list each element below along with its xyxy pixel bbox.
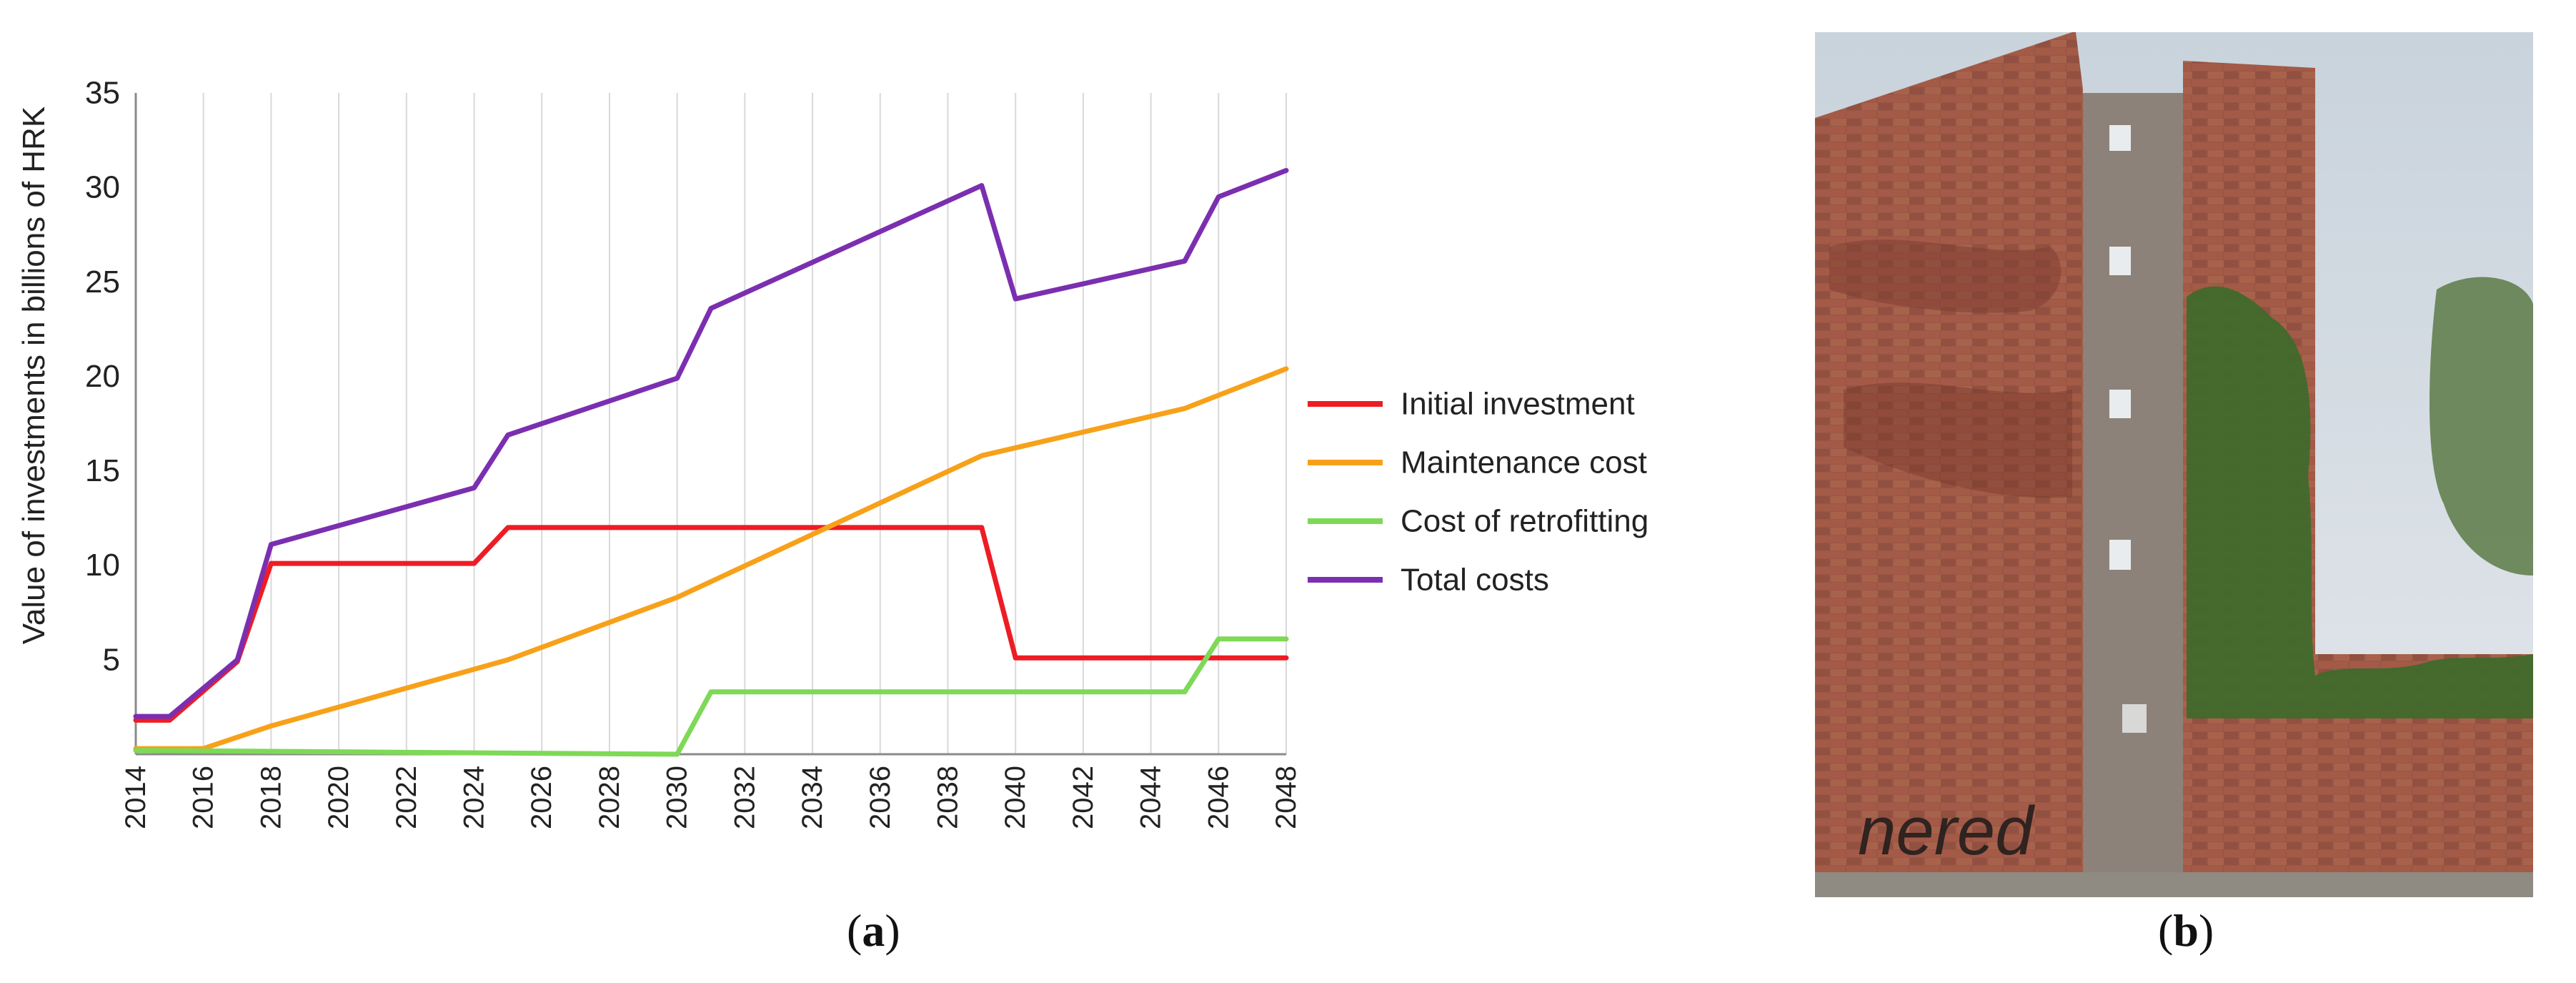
- y-axis-label: Value of investments in billions of HRK: [16, 107, 51, 644]
- x-tick-label: 2030: [662, 766, 693, 829]
- stucco-column: [2083, 93, 2183, 897]
- y-tick-label: 15: [85, 453, 120, 488]
- series-line-cost-of-retrofitting: [133, 636, 1289, 757]
- ac-unit: [2122, 704, 2147, 733]
- window: [2109, 540, 2131, 570]
- x-tick-label: 2032: [729, 766, 760, 829]
- window: [2109, 125, 2131, 151]
- x-tick-label: 2044: [1135, 766, 1167, 829]
- x-tick-label: 2028: [594, 766, 625, 829]
- y-tick-label: 35: [85, 76, 120, 111]
- series-line-maintenance-cost: [133, 366, 1289, 751]
- x-tick-label: 2026: [526, 766, 557, 829]
- legend-label-maintenance-cost: Maintenance cost: [1401, 445, 1647, 480]
- dried-ivy: [1844, 382, 2072, 498]
- y-tick-labels: 5 10 15 20 25 30 35: [85, 76, 120, 678]
- x-tick-label: 2034: [797, 766, 828, 829]
- legend-label-total-costs: Total costs: [1401, 563, 1549, 598]
- legend-label-cost-of-retrofitting: Cost of retrofitting: [1401, 504, 1648, 539]
- x-tick-label: 2022: [391, 766, 422, 829]
- window: [2109, 390, 2131, 418]
- x-tick-label: 2020: [323, 766, 354, 829]
- x-tick-label: 2036: [865, 766, 896, 829]
- x-tick-labels: 2014 2016 2018 2020 2022 2024 2026 2028 2030 2032…: [120, 766, 1302, 829]
- ivy: [2187, 286, 2533, 718]
- building-photo: nered: [1815, 32, 2533, 897]
- caption-b: (b): [2158, 905, 2214, 956]
- left-brick-wall: [1815, 32, 2083, 897]
- x-tick-label: 2024: [459, 766, 490, 829]
- series-line-total-costs: [133, 167, 1289, 719]
- x-tick-label: 2046: [1203, 766, 1234, 829]
- x-tick-label: 2016: [188, 766, 219, 829]
- x-tick-label: 2048: [1270, 766, 1302, 829]
- x-tick-label: 2042: [1068, 766, 1099, 829]
- x-tick-label: 2040: [1000, 766, 1031, 829]
- window: [2109, 247, 2131, 275]
- y-tick-label: 5: [103, 642, 120, 677]
- line-chart: 2014 2016 2018 2020 2022 2024 2026 2028 2030 2032…: [16, 76, 1648, 829]
- grid-lines: [135, 93, 1287, 754]
- y-tick-label: 30: [85, 170, 120, 205]
- y-tick-label: 20: [85, 359, 120, 394]
- tree: [2430, 277, 2533, 576]
- x-tick-label: 2018: [255, 766, 287, 829]
- y-tick-label: 25: [85, 265, 120, 300]
- series-lines: [133, 167, 1289, 757]
- legend: Initial investment Maintenance cost Cost o…: [1308, 387, 1648, 598]
- y-tick-label: 10: [85, 548, 120, 583]
- legend-label-initial-investment: Initial investment: [1401, 387, 1635, 422]
- caption-a: (a): [847, 905, 900, 956]
- x-tick-label: 2014: [120, 766, 151, 829]
- dried-ivy: [1829, 239, 2062, 313]
- graffiti: nered: [1858, 793, 2035, 869]
- ground: [1815, 872, 2533, 897]
- x-tick-label: 2038: [932, 766, 963, 829]
